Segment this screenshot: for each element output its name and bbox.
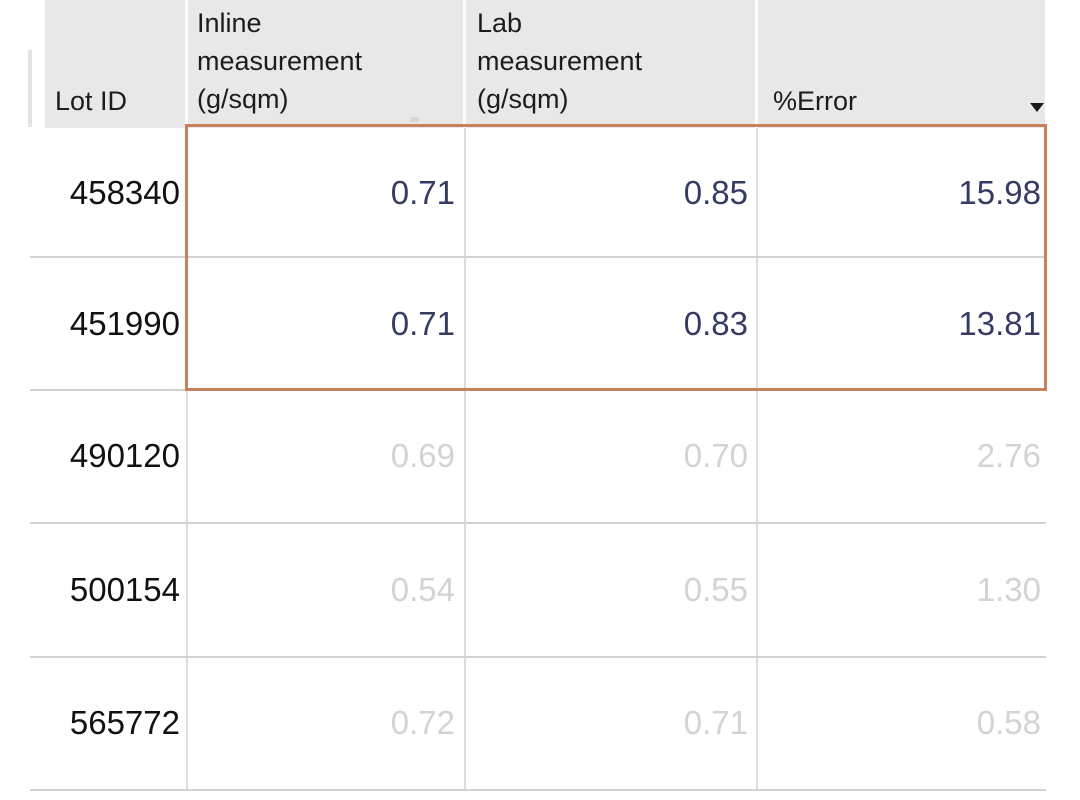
- faded-sort-indicator-icon: [410, 117, 419, 122]
- inline-measurement-cell: 0.71: [390, 173, 455, 211]
- lot-id-cell: 490120: [69, 436, 180, 474]
- lab-measurement-cell: 0.71: [683, 703, 748, 741]
- lab-measurement-cell: 0.55: [683, 570, 748, 608]
- table-header-background: [45, 0, 1045, 128]
- percent-error-cell: 2.76: [976, 436, 1041, 474]
- column-grid-line: [186, 128, 188, 790]
- column-grid-line: [756, 128, 758, 790]
- column-header-inline-measurement[interactable]: Inline measurement (g/sqm): [197, 8, 363, 114]
- column-header-lab-measurement[interactable]: Lab measurement (g/sqm): [477, 8, 643, 114]
- row-separator: [30, 256, 1046, 258]
- percent-error-cell: 0.58: [976, 703, 1041, 741]
- table-row[interactable]: 490120 0.69 0.70 2.76: [0, 390, 1080, 521]
- header-divider: [463, 0, 466, 128]
- table-row[interactable]: 451990 0.71 0.83 13.81: [0, 258, 1080, 389]
- percent-error-cell: 1.30: [976, 570, 1041, 608]
- inline-measurement-cell: 0.54: [390, 570, 455, 608]
- lot-id-cell: 500154: [69, 570, 180, 608]
- percent-error-cell: 13.81: [958, 304, 1041, 342]
- lot-id-cell: 565772: [69, 703, 180, 741]
- selection-highlight-border: [185, 124, 1047, 391]
- lot-id-cell: 451990: [69, 304, 180, 342]
- left-edge-strip: [28, 50, 32, 127]
- header-divider: [755, 0, 758, 128]
- row-separator: [30, 789, 1046, 791]
- table-row[interactable]: 565772 0.72 0.71 0.58: [0, 657, 1080, 788]
- column-grid-line: [464, 128, 466, 790]
- percent-error-cell: 15.98: [958, 173, 1041, 211]
- lab-measurement-cell: 0.83: [683, 304, 748, 342]
- row-separator: [30, 522, 1046, 524]
- lab-measurement-cell: 0.85: [683, 173, 748, 211]
- lot-id-cell: 458340: [69, 173, 180, 211]
- table-row[interactable]: 458340 0.71 0.85 15.98: [0, 127, 1080, 258]
- header-divider: [185, 0, 188, 128]
- lab-measurement-cell: 0.70: [683, 436, 748, 474]
- inline-measurement-cell: 0.69: [390, 436, 455, 474]
- column-header-lot-id[interactable]: Lot ID: [55, 86, 128, 116]
- sort-descending-icon[interactable]: [1030, 103, 1044, 112]
- inline-measurement-cell: 0.72: [390, 703, 455, 741]
- column-header-percent-error[interactable]: %Error: [773, 86, 858, 116]
- inline-measurement-cell: 0.71: [390, 304, 455, 342]
- row-separator: [30, 656, 1046, 658]
- table-row[interactable]: 500154 0.54 0.55 1.30: [0, 524, 1080, 655]
